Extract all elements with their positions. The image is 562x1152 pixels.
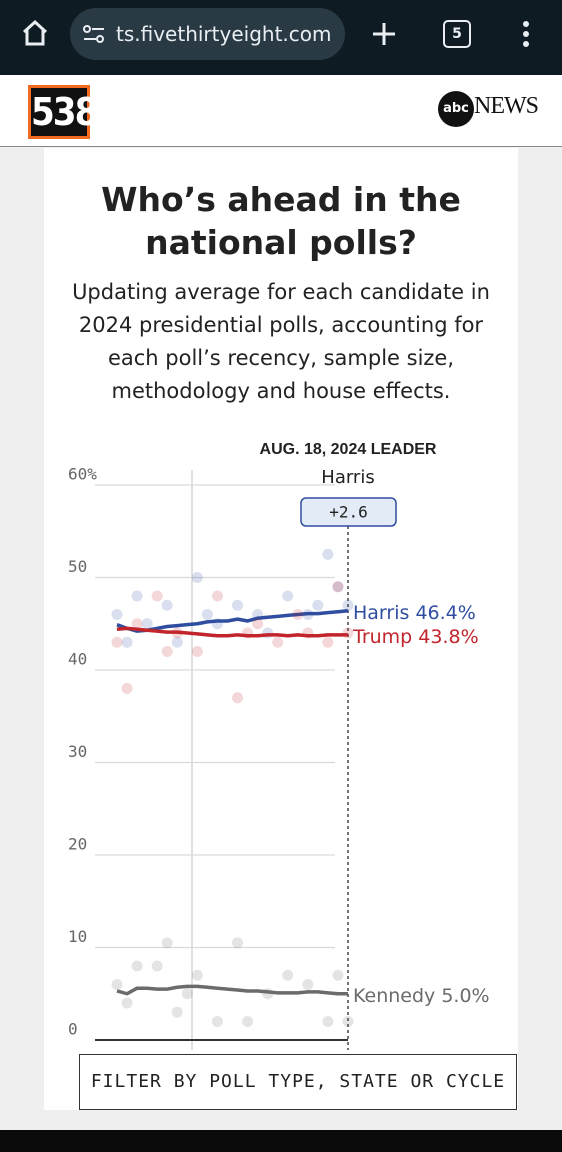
url-text: ts.fivethirtyeight.com [116, 22, 332, 46]
poll-dot [302, 979, 314, 990]
menu-button[interactable] [516, 18, 536, 50]
address-bar[interactable]: ts.fivethirtyeight.com [70, 8, 345, 60]
chart-title: Who’s ahead in the national polls? [101, 180, 461, 262]
chart: AUG. 18, 2024 LEADER Harris 0 10 20 30 40 50 6… [68, 441, 490, 1050]
poll-dot [121, 636, 133, 648]
poll-dot [232, 692, 244, 704]
tab-count[interactable]: 5 [443, 20, 471, 48]
partner-name[interactable]: NEWS [474, 93, 539, 119]
poll-dot [191, 646, 203, 657]
poll-dot [322, 636, 334, 648]
poll-dot [121, 997, 133, 1009]
end-label: Kennedy 5.0% [353, 984, 490, 1006]
poll-dot [322, 548, 334, 560]
poll-dot [232, 599, 244, 611]
poll-dot [342, 1016, 354, 1027]
filter-button[interactable]: FILTER BY POLL TYPE, STATE OR CYCLE [79, 1054, 517, 1110]
poll-dot [171, 636, 183, 648]
poll-dot [161, 646, 173, 657]
poll-dot [272, 636, 284, 648]
y-tick-label: 30 [68, 742, 87, 761]
poll-dot [171, 1006, 183, 1018]
leader-heading: AUG. 18, 2024 LEADER [260, 441, 437, 458]
partner-badge[interactable]: abc [438, 91, 474, 127]
poll-dot [161, 937, 173, 949]
poll-dot [161, 599, 173, 611]
poll-dot [191, 572, 203, 583]
poll-dot [332, 581, 344, 593]
poll-dot [342, 627, 354, 639]
poll-dot [211, 590, 223, 602]
leader-name: Harris [321, 467, 374, 488]
leader-margin-box [300, 497, 397, 527]
poll-dot [141, 618, 153, 630]
series-name: Trump [352, 625, 412, 647]
series-name: Kennedy [353, 984, 435, 1006]
series-name: Harris [353, 601, 409, 623]
poll-dot [151, 960, 163, 972]
y-tick-label: 40 [68, 650, 87, 669]
system-navbar [0, 1130, 562, 1152]
y-tick-label: 60% [68, 465, 97, 484]
poll-dot [312, 599, 324, 611]
average-line [116, 984, 348, 996]
poll-dot [191, 969, 203, 981]
poll-dot [332, 581, 344, 593]
site-settings-icon[interactable] [82, 23, 106, 45]
poll-dot [232, 937, 244, 949]
site-logo[interactable]: 538 [28, 85, 98, 139]
poll-dot [111, 636, 123, 648]
site-header: 538 abc NEWS [0, 75, 562, 147]
y-tick-label: 20 [68, 835, 87, 854]
poll-dot [242, 1016, 254, 1027]
last-value-label: 43.8% [418, 625, 478, 647]
poll-dot [322, 1016, 334, 1027]
poll-dot [151, 590, 163, 602]
y-tick-label: 50 [68, 557, 87, 576]
end-label: Harris 46.4% [353, 601, 476, 623]
poll-dot [201, 609, 213, 620]
last-value-label: 5.0% [441, 984, 489, 1006]
poll-dot [121, 683, 133, 694]
y-tick-label: 10 [68, 927, 87, 946]
leader-margin-label: +2.6 [329, 503, 368, 522]
poll-dot [181, 988, 193, 1000]
poll-dot [211, 1016, 223, 1027]
end-label: Trump 43.8% [352, 625, 479, 647]
home-button[interactable] [20, 18, 50, 48]
poll-dot [131, 618, 143, 630]
poll-dot [252, 618, 264, 630]
browser-toolbar: ts.fivethirtyeight.com 5 [0, 0, 562, 75]
new-tab-button[interactable] [370, 20, 398, 48]
poll-dot [111, 609, 123, 620]
last-value-label: 46.4% [415, 601, 475, 623]
y-tick-label: 0 [68, 1020, 78, 1039]
average-line [116, 626, 348, 638]
poll-dot [111, 979, 123, 990]
chart-subtitle: Updating average for each candidate in 2… [72, 280, 490, 403]
poll-dot [282, 969, 294, 981]
poll-dot [332, 969, 344, 981]
poll-dot [282, 590, 294, 602]
poll-dot [342, 599, 354, 611]
average-line [116, 609, 349, 633]
poll-dot [131, 960, 143, 972]
poll-dot [131, 590, 143, 602]
poll-dot [292, 609, 304, 620]
